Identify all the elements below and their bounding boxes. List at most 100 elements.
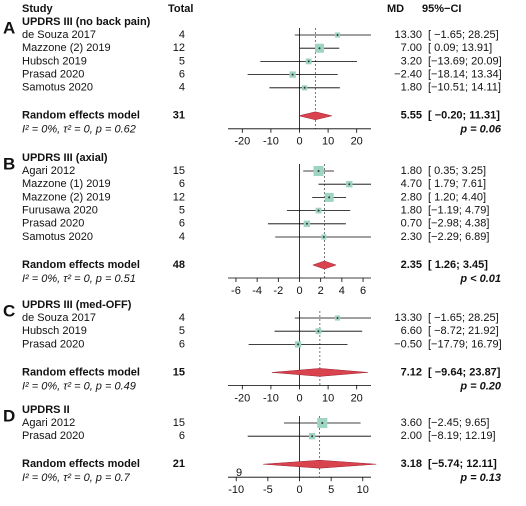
x-tick-label: -2 [273,285,283,297]
x-tick-label: 0 [296,392,302,404]
model-total: 48 [173,259,185,271]
study-name: Mazzone (2) 2019 [22,42,111,54]
study-point [318,47,321,50]
model-diamond [312,260,337,270]
study-name: Mazzone (2) 2019 [22,191,111,203]
study-total: 4 [179,82,185,94]
study-total: 15 [173,165,185,177]
study-point [321,422,324,424]
study-md: −0.50 [394,338,422,350]
model-ci: [ −0.20; 11.31] [428,110,500,122]
study-point [305,222,308,225]
study-md: 2.30 [401,231,422,243]
study-point [348,183,351,186]
x-tick-label: -20 [234,136,250,148]
study-md: 2.80 [401,191,422,203]
study-name: Agari 2012 [22,417,75,429]
panel-title: UPDRS III (axial) [22,152,108,164]
study-name: Prasad 2020 [22,338,84,350]
header-ci: 95%−CI [422,3,461,15]
x-tick-label: -10 [263,392,279,404]
study-point [328,196,331,199]
p-value: p = 0.06 [459,124,502,136]
p-value: p = 0.20 [459,380,502,392]
study-ci: [ 0.09; 13.91] [428,42,492,54]
study-point [317,170,320,172]
study-name: Prasad 2020 [22,430,84,442]
x-tick-label: 2 [318,285,324,297]
header-md: MD [387,3,404,15]
study-name: de Souza 2017 [22,312,96,324]
study-total: 4 [179,312,185,324]
study-md: 3.60 [401,417,422,429]
study-ci: [ −8.72; 21.92] [428,325,499,337]
study-md: 6.60 [401,325,422,337]
study-md: 13.30 [394,312,422,324]
study-name: Prasad 2020 [22,218,84,230]
heterogeneity: I² = 0%, τ² = 0, p = 0.7 [22,472,131,484]
axis-note: 9 [236,467,242,479]
heterogeneity: I² = 0%, τ² = 0, p = 0.62 [22,124,136,136]
model-total: 21 [173,458,185,470]
x-tick-label: -10 [263,136,279,148]
model-ci: [−5.74; 12.11] [428,458,497,470]
panel-title: UPDRS III (med-OFF) [22,299,132,311]
x-tick-label: 10 [322,136,334,148]
study-ci: [−1.19; 4.79] [428,205,489,217]
study-ci: [ −1.65; 28.25] [428,29,499,41]
heterogeneity: I² = 0%, τ² = 0, p = 0.51 [22,273,136,285]
model-diamond [298,111,332,121]
study-md: 4.70 [401,178,422,190]
study-total: 6 [179,430,185,442]
study-point [317,209,320,212]
study-md: 1.80 [401,165,422,177]
study-md: 13.30 [394,29,422,41]
study-total: 6 [179,218,185,230]
study-ci: [ −1.65; 28.25] [428,312,499,324]
study-name: Hubsch 2019 [22,55,87,67]
study-name: de Souza 2017 [22,29,96,41]
study-point [307,60,310,63]
study-ci: [−2.45; 9.65] [428,417,489,429]
study-ci: [ 1.20; 4.40] [428,191,486,203]
x-tick-label: 6 [360,285,366,297]
x-tick-label: -10 [228,484,244,496]
model-md: 5.55 [401,110,422,122]
study-md: 3.20 [401,55,422,67]
study-total: 12 [173,42,185,54]
panel-title: UPDRS III (no back pain) [22,16,151,28]
study-ci: [ 1.79; 7.61] [428,178,486,190]
study-md: 1.80 [401,82,422,94]
model-ci: [ 1.26; 3.45] [428,259,488,271]
panel-letter: A [3,18,15,37]
study-name: Furusawa 2020 [22,205,98,217]
study-total: 5 [179,205,185,217]
study-total: 6 [179,338,185,350]
model-name: Random effects model [22,110,140,122]
model-md: 3.18 [401,458,422,470]
study-total: 6 [179,178,185,190]
x-tick-label: 0 [296,285,302,297]
study-point [297,343,300,346]
panel-title: UPDRS II [22,404,70,416]
study-point [311,435,314,438]
study-ci: [−2.29; 6.89] [428,231,489,243]
model-md: 7.12 [401,366,422,378]
header-total: Total [168,3,193,15]
study-total: 5 [179,55,185,67]
study-name: Samotus 2020 [22,231,93,243]
study-ci: [−13.69; 20.09] [428,55,502,67]
study-total: 6 [179,69,185,81]
study-md: −2.40 [394,69,422,81]
panel-letter: D [3,406,15,425]
model-ci: [ −9.64; 23.87] [428,366,501,378]
study-ci: [−2.98; 4.38] [428,218,489,230]
study-total: 4 [179,29,185,41]
x-tick-label: 20 [351,392,363,404]
x-tick-label: -6 [231,285,241,297]
study-name: Samotus 2020 [22,82,93,94]
p-value: p < 0.01 [459,273,501,285]
x-tick-label: -5 [263,484,273,496]
x-tick-label: -4 [252,285,262,297]
x-tick-label: -20 [234,392,250,404]
